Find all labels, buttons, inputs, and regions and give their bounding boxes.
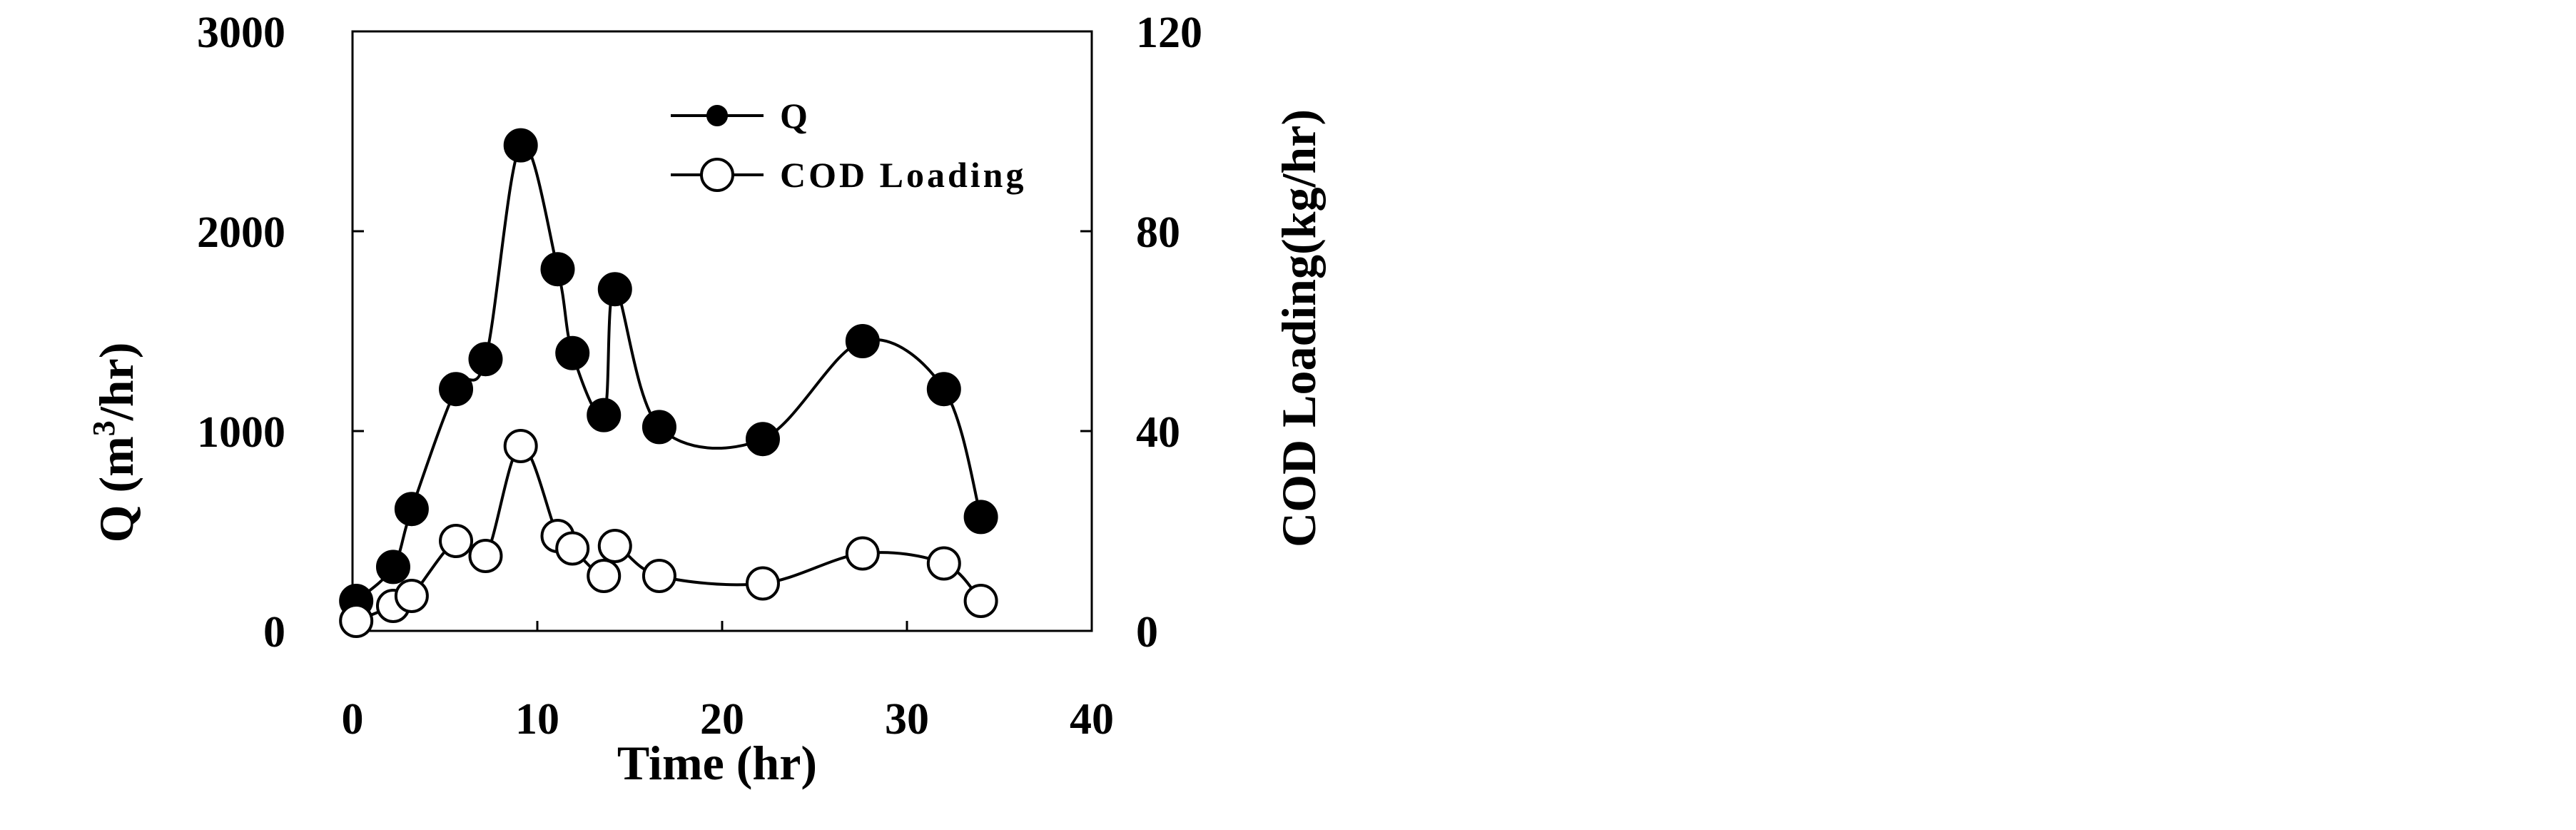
data-point-cod-loading xyxy=(597,529,632,563)
data-point-q xyxy=(468,342,503,377)
legend: Q COD Loading xyxy=(671,96,1026,195)
data-point-cod-loading xyxy=(845,536,880,571)
y-axis-left-title-sup: 3 xyxy=(86,420,121,436)
y-left-tick-label: 2000 xyxy=(197,208,285,257)
y-right-tick-label: 40 xyxy=(1136,408,1180,457)
data-point-cod-loading xyxy=(339,604,374,638)
y-axis-right-title: COD Loading(kg/hr) xyxy=(1272,109,1326,547)
data-point-cod-loading xyxy=(503,429,538,463)
legend-label-cod-loading: COD Loading xyxy=(780,155,1026,195)
data-point-q xyxy=(375,550,410,584)
data-point-q xyxy=(540,252,575,287)
x-tick-label: 40 xyxy=(1070,695,1114,744)
y-axis-left-title: Q (m3/hr) xyxy=(86,343,143,543)
data-point-cod-loading xyxy=(745,566,780,601)
x-tick-label: 30 xyxy=(885,695,929,744)
data-point-q xyxy=(439,372,474,407)
y-left-tick-label: 0 xyxy=(263,608,285,657)
x-axis-title: Time (hr) xyxy=(617,736,817,790)
y-right-tick-label: 120 xyxy=(1136,9,1202,57)
data-point-q xyxy=(745,422,780,457)
x-tick-label: 10 xyxy=(515,695,559,744)
data-point-q xyxy=(642,410,676,445)
data-point-q xyxy=(963,500,998,535)
legend-marker-cod-loading xyxy=(700,158,734,192)
data-point-q xyxy=(555,335,590,370)
data-point-cod-loading xyxy=(468,539,503,573)
legend-marker-q xyxy=(706,105,728,126)
data-point-q xyxy=(503,128,538,163)
data-point-q xyxy=(845,324,880,358)
data-point-q xyxy=(394,492,429,527)
series-layer xyxy=(339,128,998,638)
legend-label-q: Q xyxy=(780,96,811,136)
y-axis-left-title-prefix: Q (m xyxy=(89,436,143,542)
data-point-cod-loading xyxy=(439,524,474,558)
data-point-cod-loading xyxy=(926,546,961,581)
data-point-cod-loading xyxy=(394,579,429,613)
data-point-q xyxy=(597,272,632,307)
data-point-q xyxy=(587,398,622,432)
data-point-cod-loading xyxy=(555,531,590,566)
y-right-tick-label: 80 xyxy=(1136,208,1180,257)
data-point-cod-loading xyxy=(963,584,998,618)
axis-ticks: 0 10 20 30 40 0 1000 2000 3000 0 40 80 120 xyxy=(197,9,1202,744)
y-right-tick-label: 0 xyxy=(1136,608,1158,657)
y-left-tick-label: 1000 xyxy=(197,408,285,457)
data-point-cod-loading xyxy=(587,559,622,593)
x-tick-label: 0 xyxy=(342,695,364,744)
data-point-q xyxy=(926,372,961,407)
y-left-tick-label: 3000 xyxy=(197,9,285,57)
y-axis-left-title-suffix: /hr) xyxy=(89,343,143,422)
x-tick-label: 20 xyxy=(700,695,744,744)
data-point-cod-loading xyxy=(642,559,676,593)
